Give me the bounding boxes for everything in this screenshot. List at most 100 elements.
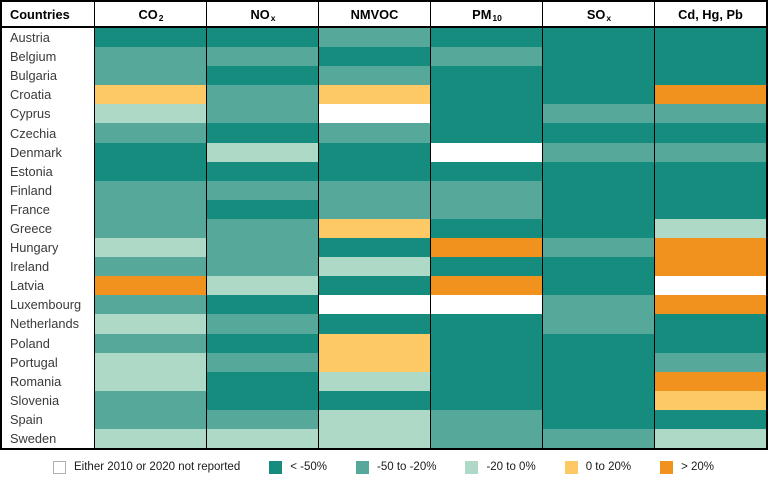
legend-label-p0_20: 0 to 20% xyxy=(585,461,632,474)
heatmap-cell-sweden-pm10 xyxy=(430,428,542,449)
heatmap-cell-poland-cd-hg-pb xyxy=(654,333,766,353)
column-header-subscript: 2 xyxy=(158,12,164,23)
heatmap-cell-cyprus-nox xyxy=(206,104,318,124)
heatmap-cell-hungary-nox xyxy=(206,238,318,258)
heatmap-cell-spain-nmvoc xyxy=(318,409,430,429)
country-label: Czechia xyxy=(2,123,94,143)
heatmap-cell-bulgaria-cd-hg-pb xyxy=(654,66,766,86)
legend-swatch-m20_0 xyxy=(465,460,479,474)
heatmap-cell-luxembourg-sox xyxy=(542,295,654,315)
heatmap-cell-slovenia-pm10 xyxy=(430,390,542,410)
heatmap-cell-greece-sox xyxy=(542,218,654,239)
heatmap-cell-ireland-nox xyxy=(206,257,318,277)
country-label: Slovenia xyxy=(2,390,94,410)
heatmap-cell-estonia-pm10 xyxy=(430,161,542,181)
column-header-text: NMVOC xyxy=(350,6,399,22)
legend-label-m50_m20: -50 to -20% xyxy=(377,461,437,474)
heatmap-cell-cyprus-co2 xyxy=(94,104,206,124)
heatmap-cell-estonia-co2 xyxy=(94,161,206,181)
legend-label-gt_20: > 20% xyxy=(681,461,715,474)
heatmap-cell-romania-sox xyxy=(542,371,654,391)
heatmap-cell-romania-co2 xyxy=(94,371,206,391)
heatmap-cell-portugal-cd-hg-pb xyxy=(654,352,766,372)
heatmap-cell-belgium-sox xyxy=(542,47,654,67)
heatmap-cell-latvia-pm10 xyxy=(430,276,542,296)
heatmap-cell-austria-co2 xyxy=(94,28,206,48)
legend-label-lt_m50: < -50% xyxy=(290,461,327,474)
heatmap-cell-czechia-sox xyxy=(542,123,654,143)
column-header-subscript: 10 xyxy=(492,12,502,23)
heatmap-cell-slovenia-co2 xyxy=(94,390,206,410)
heatmap-cell-netherlands-nmvoc xyxy=(318,314,430,334)
heatmap-cell-finland-nox xyxy=(206,180,318,200)
heatmap-cell-latvia-nox xyxy=(206,276,318,296)
heatmap-cell-sweden-sox xyxy=(542,428,654,449)
heatmap-cell-portugal-co2 xyxy=(94,352,206,372)
heatmap-cell-portugal-nmvoc xyxy=(318,352,430,372)
column-header-pm10: PM 10 xyxy=(430,2,542,28)
heatmap-cell-belgium-nox xyxy=(206,47,318,67)
column-header-co2: CO 2 xyxy=(94,2,206,28)
heatmap-cell-czechia-nmvoc xyxy=(318,123,430,143)
country-label: Romania xyxy=(2,371,94,391)
heatmap-cell-bulgaria-nox xyxy=(206,66,318,86)
heatmap-cell-greece-nmvoc xyxy=(318,218,430,239)
heatmap-cell-slovenia-nmvoc xyxy=(318,390,430,410)
heatmap-cell-romania-nmvoc xyxy=(318,371,430,391)
country-label: Spain xyxy=(2,409,94,429)
legend-item-m20_0: -20 to 0% xyxy=(465,460,536,474)
heatmap-cell-poland-sox xyxy=(542,333,654,353)
heatmap-cell-denmark-pm10 xyxy=(430,142,542,162)
heatmap-cell-croatia-pm10 xyxy=(430,85,542,105)
heatmap-cell-croatia-co2 xyxy=(94,85,206,105)
heatmap-cell-finland-pm10 xyxy=(430,180,542,200)
heatmap-cell-bulgaria-pm10 xyxy=(430,66,542,86)
column-header-text: CO xyxy=(138,6,158,22)
heatmap-cell-hungary-nmvoc xyxy=(318,238,430,258)
heatmap-cell-czechia-nox xyxy=(206,123,318,143)
legend-item-m50_m20: -50 to -20% xyxy=(356,460,437,474)
country-label: Greece xyxy=(2,218,94,239)
heatmap-cell-bulgaria-co2 xyxy=(94,66,206,86)
heatmap-cell-romania-cd-hg-pb xyxy=(654,371,766,391)
heatmap-cell-latvia-sox xyxy=(542,276,654,296)
heatmap-cell-ireland-nmvoc xyxy=(318,257,430,277)
heatmap-cell-romania-nox xyxy=(206,371,318,391)
heatmap-cell-netherlands-pm10 xyxy=(430,314,542,334)
heatmap-cell-czechia-pm10 xyxy=(430,123,542,143)
heatmap-cell-france-sox xyxy=(542,199,654,219)
heatmap-cell-finland-co2 xyxy=(94,180,206,200)
heatmap-cell-croatia-nox xyxy=(206,85,318,105)
heatmap-cell-ireland-pm10 xyxy=(430,257,542,277)
legend-swatch-lt_m50 xyxy=(269,460,283,474)
heatmap-cell-denmark-cd-hg-pb xyxy=(654,142,766,162)
legend-label-not_reported: Either 2010 or 2020 not reported xyxy=(74,461,241,474)
heatmap-cell-estonia-cd-hg-pb xyxy=(654,161,766,181)
heatmap-cell-denmark-co2 xyxy=(94,142,206,162)
heatmap-cell-estonia-sox xyxy=(542,161,654,181)
heatmap-cell-spain-co2 xyxy=(94,409,206,429)
heatmap-grid: Countries CO 2 NO x NMVOC PM 10 SO x Cd, Hg, Pb Aus… xyxy=(0,0,768,451)
country-label: Latvia xyxy=(2,276,94,296)
legend-item-p0_20: 0 to 20% xyxy=(564,460,632,474)
heatmap-cell-latvia-cd-hg-pb xyxy=(654,276,766,296)
country-label: Belgium xyxy=(2,47,94,67)
heatmap-cell-slovenia-sox xyxy=(542,390,654,410)
country-label: Estonia xyxy=(2,161,94,181)
heatmap-cell-bulgaria-sox xyxy=(542,66,654,86)
heatmap-cell-cyprus-nmvoc xyxy=(318,104,430,124)
heatmap-cell-luxembourg-cd-hg-pb xyxy=(654,295,766,315)
heatmap-cell-ireland-cd-hg-pb xyxy=(654,257,766,277)
country-label: Finland xyxy=(2,180,94,200)
heatmap-cell-luxembourg-nmvoc xyxy=(318,295,430,315)
heatmap-cell-greece-co2 xyxy=(94,218,206,239)
heatmap-cell-hungary-cd-hg-pb xyxy=(654,238,766,258)
heatmap-cell-slovenia-cd-hg-pb xyxy=(654,390,766,410)
legend-swatch-gt_20 xyxy=(660,460,674,474)
country-label: Portugal xyxy=(2,352,94,372)
heatmap-cell-romania-pm10 xyxy=(430,371,542,391)
heatmap-cell-austria-nmvoc xyxy=(318,28,430,48)
heatmap-cell-portugal-sox xyxy=(542,352,654,372)
heatmap-cell-poland-co2 xyxy=(94,333,206,353)
country-label: Austria xyxy=(2,28,94,48)
